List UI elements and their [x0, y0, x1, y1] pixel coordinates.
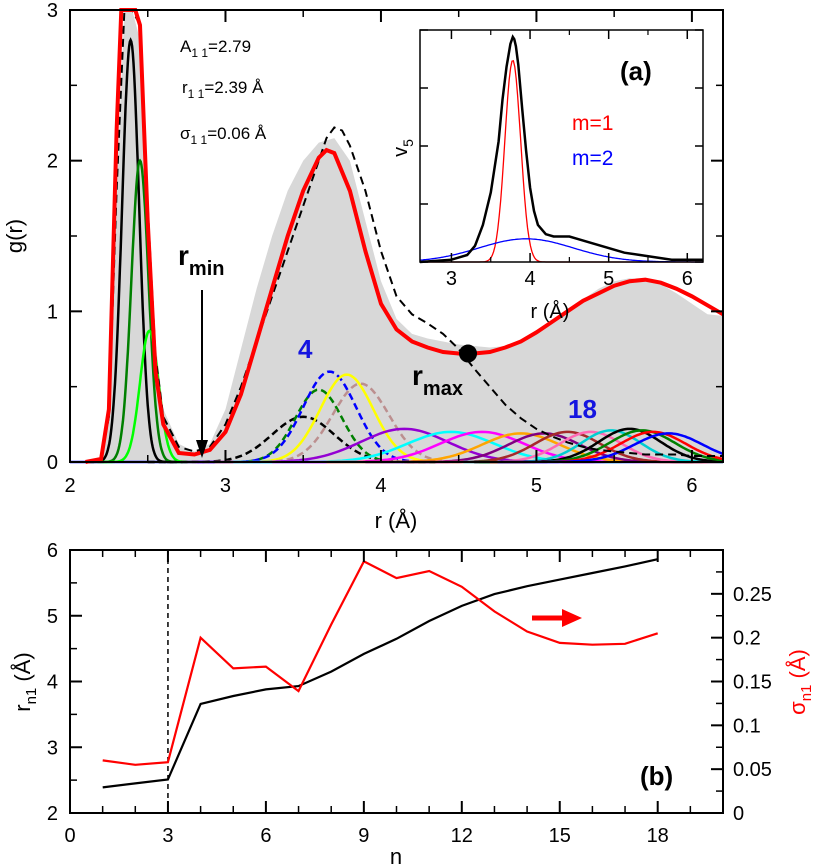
- inset-legend-m1: m=1: [572, 112, 613, 135]
- panel-a-ylabel: g(r): [2, 219, 27, 253]
- shell-label-18: 18: [568, 394, 597, 424]
- series-sigma_n1: [102, 559, 659, 766]
- annotation-amplitude: A1 1=2.79: [180, 37, 251, 60]
- panel-b-ylabel: rn1 (Å): [10, 652, 40, 711]
- inset-background: [420, 30, 703, 262]
- panel-b-label: (b): [640, 761, 673, 791]
- inset-x-tick-label: 3: [446, 268, 457, 290]
- b-y-tick-label: 5: [47, 606, 58, 628]
- panel-b-curves-layer: [102, 550, 659, 813]
- y-tick-label: 3: [47, 0, 58, 22]
- b-y2-tick-label: 0.1: [733, 715, 761, 737]
- annotation-rmax: rmax: [412, 360, 463, 400]
- inset-x-tick-label: 6: [682, 268, 693, 290]
- series-r_n1: [102, 558, 658, 789]
- inset-ylabel: v5: [390, 139, 416, 157]
- inset-x-tick-label: 4: [524, 268, 535, 290]
- x-tick-label: 6: [686, 475, 697, 497]
- b-y2-tick-label: 0.25: [733, 584, 772, 606]
- b-x-tick-label: 12: [451, 825, 473, 847]
- panel-a: 2 3 4 5 6 0 1 2 3 g(r) r (Å) A1 1=2.79 r1 1=2.39…: [2, 0, 725, 533]
- b-y2-tick-label: 0.05: [733, 759, 772, 781]
- b-y2-tick-label: 0: [733, 803, 744, 825]
- panel-a-fill-layer: [85, 10, 723, 462]
- b-y2-tick-label: 0.15: [733, 672, 772, 694]
- inset-series-total: [419, 34, 703, 264]
- annotation-radius: r1 1=2.39 Å: [182, 78, 264, 101]
- shell-label-4: 4: [298, 334, 313, 364]
- b-x-tick-label: 15: [549, 825, 571, 847]
- annotation-sigma: σ1 1=0.06 Å: [180, 124, 267, 147]
- rmax-marker: [459, 344, 478, 363]
- x-tick-label: 2: [64, 475, 75, 497]
- panel-b-y2label: σn1 (Å): [785, 649, 815, 715]
- b-y-tick-label: 3: [47, 737, 58, 759]
- series-gr-fill: [85, 10, 723, 462]
- series-shell-4: [147, 415, 459, 464]
- b-x-tick-label: 6: [260, 825, 271, 847]
- x-tick-label: 3: [220, 475, 231, 497]
- rmin-arrow-head: [196, 440, 208, 458]
- inset-ticks: 3 4 5 6: [420, 29, 703, 290]
- panel-b: 0 3 6 9 12 15 18 2 3 4 5 6 0 0.05 0.1 0.15 0.2 0.25 rn1 (…: [10, 540, 815, 867]
- y-tick-label: 0: [47, 452, 58, 474]
- panel-a-ticks: 2 3 4 5 6 0 1 2 3: [47, 0, 723, 497]
- b-y-tick-label: 2: [47, 803, 58, 825]
- inset: 3 4 5 6 v5 r (Å) m=1 m=2 (a): [390, 29, 704, 323]
- sigma-arrow-head: [562, 609, 582, 627]
- inset-x-tick-label: 5: [603, 268, 614, 290]
- x-tick-label: 5: [531, 475, 542, 497]
- b-y-tick-label: 4: [47, 672, 58, 694]
- y-tick-label: 1: [47, 301, 58, 323]
- x-tick-label: 4: [375, 475, 386, 497]
- b-y-tick-label: 6: [47, 540, 58, 562]
- panel-a-label: (a): [620, 56, 652, 86]
- y-tick-label: 2: [47, 151, 58, 173]
- panel-b-ticks: 0 3 6 9 12 15 18 2 3 4 5 6 0 0.05 0.1 0.15 0.2 0.25: [47, 540, 772, 847]
- b-x-tick-label: 0: [64, 825, 75, 847]
- panel-a-xlabel: r (Å): [375, 508, 418, 533]
- series-model-red: [85, 8, 725, 464]
- inset-legend-m2: m=2: [572, 147, 613, 170]
- b-x-tick-label: 9: [358, 825, 369, 847]
- annotation-rmin: rmin: [178, 240, 224, 280]
- b-x-tick-label: 3: [162, 825, 173, 847]
- panel-b-xlabel: n: [390, 844, 402, 867]
- inset-xlabel: r (Å): [531, 300, 570, 323]
- b-x-tick-label: 18: [647, 825, 669, 847]
- b-y2-tick-label: 0.2: [733, 628, 761, 650]
